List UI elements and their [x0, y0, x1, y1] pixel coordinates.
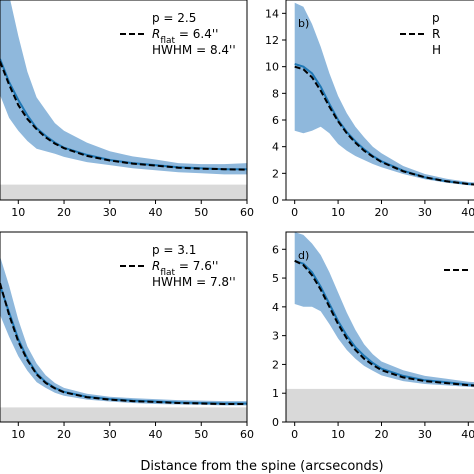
- profile-uncertainty-band: [294, 232, 474, 388]
- legend-entry: H: [432, 43, 441, 57]
- plot-area: [0, 256, 247, 422]
- y-tick-label: 14: [265, 7, 279, 20]
- x-tick-label: 10: [331, 206, 345, 219]
- y-tick-label: 12: [265, 34, 279, 47]
- x-tick-label: 10: [11, 206, 25, 219]
- y-tick-label: 0: [272, 416, 279, 429]
- noise-level-band: [0, 407, 247, 422]
- y-tick-label: 4: [272, 301, 279, 314]
- x-tick-label: 50: [194, 428, 208, 441]
- x-tick-label: 20: [57, 428, 71, 441]
- y-tick-label: 4: [272, 141, 279, 154]
- panel-top-left: 10 20 30 40 50 60 p = 2.5 Rflat = 6.4''HWHM = 8…: [0, 0, 254, 219]
- y-tick-label: 1: [272, 387, 279, 400]
- observed-profile-line: [0, 285, 247, 405]
- x-tick-label: 60: [240, 206, 254, 219]
- x-tick-label: 0: [291, 428, 298, 441]
- x-tick-label: 40: [461, 206, 474, 219]
- x-tick-label: 0: [291, 206, 298, 219]
- panel-top-right: 0 10 20 30 40 0 2 4 6 8 10 12 14 b) pRH: [265, 0, 474, 219]
- x-tick-label: 30: [418, 206, 432, 219]
- x-tick-label: 20: [57, 206, 71, 219]
- panel-label: d): [298, 249, 309, 262]
- x-axis-label: Distance from the spine (arcseconds): [140, 459, 383, 474]
- axes-frame: [0, 0, 248, 201]
- legend-entry: HWHM = 8.4'': [152, 43, 236, 57]
- axes-frame: [285, 0, 474, 201]
- x-tick-label: 40: [149, 206, 163, 219]
- plot-area: [286, 232, 474, 422]
- x-tick-label: 20: [374, 428, 388, 441]
- legend-entry: p = 2.5: [152, 11, 196, 25]
- model-fit-line: [0, 282, 247, 405]
- y-tick-label: 0: [272, 194, 279, 207]
- y-tick-label: 6: [272, 243, 279, 256]
- axes-frame: [0, 231, 248, 423]
- model-fit-line: [294, 259, 474, 387]
- model-fit-line: [0, 61, 247, 171]
- y-tick-label: 10: [265, 61, 279, 74]
- legend-entry: Rflat = 6.4'': [152, 27, 218, 46]
- x-tick-label: 60: [240, 428, 254, 441]
- axes-frame: [285, 231, 474, 423]
- legend-entry: HWHM = 7.8'': [152, 275, 236, 289]
- noise-level-band: [0, 184, 247, 200]
- y-tick-label: 8: [272, 87, 279, 100]
- panel-bottom-right: 0 10 20 30 40 0 1 2 3 4 5 6 d): [272, 231, 474, 441]
- model-fit-line: [294, 65, 474, 186]
- y-tick-label: 2: [272, 358, 279, 371]
- plot-area: [0, 0, 247, 200]
- x-tick-label: 30: [103, 428, 117, 441]
- x-tick-label: 30: [418, 428, 432, 441]
- x-tick-label: 20: [374, 206, 388, 219]
- legend-entry: R: [432, 27, 440, 41]
- x-tick-label: 50: [194, 206, 208, 219]
- x-tick-label: 40: [149, 428, 163, 441]
- legend-entry: p = 3.1: [152, 243, 196, 257]
- legend-entry: Rflat = 7.6'': [152, 259, 218, 278]
- y-tick-label: 5: [272, 272, 279, 285]
- profile-uncertainty-band: [294, 2, 474, 186]
- profile-uncertainty-band: [0, 0, 247, 175]
- noise-level-band: [286, 388, 474, 422]
- x-tick-label: 30: [103, 206, 117, 219]
- panel-bottom-left: 10 20 30 40 50 60 p = 3.1 Rflat = 7.6''HWHM = 7…: [0, 231, 254, 441]
- x-tick-label: 10: [11, 428, 25, 441]
- x-tick-label: 10: [331, 428, 345, 441]
- y-tick-label: 2: [272, 167, 279, 180]
- y-tick-label: 6: [272, 114, 279, 127]
- legend-entry: p: [432, 11, 440, 25]
- plot-area: [294, 2, 474, 186]
- y-tick-label: 3: [272, 330, 279, 343]
- panel-label: b): [298, 17, 309, 30]
- x-tick-label: 40: [461, 428, 474, 441]
